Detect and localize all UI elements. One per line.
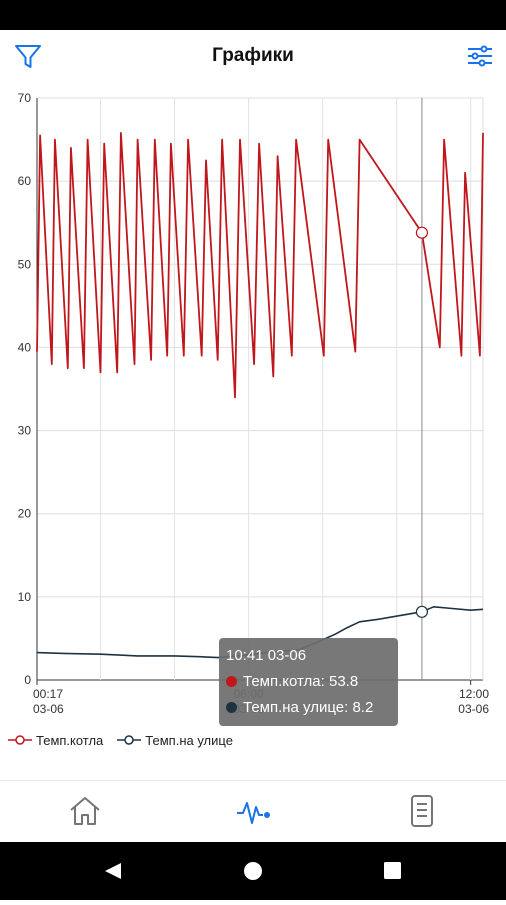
home-circle-icon[interactable]: [244, 862, 262, 880]
legend-swatch-outdoor: [117, 735, 142, 745]
tooltip-dot-boiler: [226, 676, 237, 687]
x-tick-label-time: 00:17: [33, 687, 63, 701]
y-tick-label: 50: [18, 257, 32, 271]
chart-tooltip: 10:41 03-06 Темп.котла: 53.8 Темп.на ули…: [219, 638, 398, 726]
y-tick-label: 20: [18, 507, 32, 521]
x-tick-label-date: 03-06: [33, 702, 64, 716]
tooltip-value-boiler: Темп.котла: 53.8: [243, 673, 359, 690]
y-tick-label: 30: [18, 424, 32, 438]
y-tick-label: 60: [18, 174, 32, 188]
sliders-icon[interactable]: [464, 40, 496, 72]
legend-item-boiler: Темп.котла: [8, 733, 103, 748]
bottom-navigation: [0, 780, 506, 843]
crosshair-marker-outdoor: [415, 605, 429, 618]
y-tick-label: 0: [24, 673, 31, 687]
tooltip-row-boiler: Темп.котла: 53.8: [226, 673, 358, 690]
filter-icon[interactable]: [12, 40, 44, 72]
tooltip-value-outdoor: Темп.на улице: 8.2: [243, 699, 374, 716]
tooltip-row-outdoor: Темп.на улице: 8.2: [226, 699, 373, 716]
page-title: Графики: [212, 45, 294, 66]
back-icon[interactable]: [105, 863, 121, 879]
document-icon[interactable]: [404, 793, 440, 829]
y-tick-label: 10: [18, 590, 32, 604]
tooltip-time: 10:41 03-06: [226, 647, 307, 664]
chart-legend: Темп.котла Темп.на улице: [8, 728, 233, 752]
x-tick-label-time: 12:00: [459, 687, 489, 701]
legend-label-boiler: Темп.котла: [36, 732, 104, 748]
pulse-icon[interactable]: [235, 793, 271, 829]
series-line-boiler: [36, 132, 484, 399]
y-tick-label: 40: [18, 340, 32, 354]
legend-label-outdoor: Темп.на улице: [145, 732, 233, 748]
home-icon[interactable]: [67, 793, 103, 829]
system-navigation-bar: [0, 842, 506, 900]
tooltip-dot-outdoor: [226, 702, 237, 713]
recents-icon[interactable]: [384, 862, 401, 879]
y-tick-label: 70: [18, 91, 32, 105]
crosshair-marker-boiler: [415, 226, 429, 239]
legend-item-outdoor: Темп.на улице: [117, 733, 233, 748]
legend-swatch-boiler: [8, 735, 32, 745]
x-tick-label-date: 03-06: [458, 702, 489, 716]
app-bar: Графики: [0, 30, 506, 82]
status-bar: [0, 0, 506, 30]
